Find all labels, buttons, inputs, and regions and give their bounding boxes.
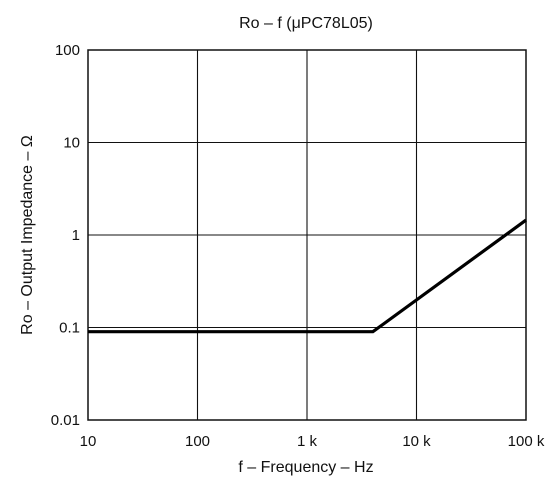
x-tick-label: 1 k [297,433,318,450]
x-axis-label: f – Frequency – Hz [238,459,373,476]
x-tick-label: 10 k [402,433,431,450]
x-tick-label: 10 [80,433,97,450]
series-group [88,218,527,334]
y-tick-label: 100 [55,42,80,59]
chart-title: Ro – f (μPC78L05) [239,15,373,32]
y-tick-label: 10 [63,135,80,152]
x-tick-label: 100 [185,433,210,450]
series-line [88,218,527,334]
x-tick-labels: 10 100 1 k 10 k 100 k [80,433,545,450]
y-tick-labels: 0.01 0.1 1 10 100 [51,42,80,429]
y-tick-label: 1 [72,227,80,244]
y-tick-label: 0.01 [51,412,80,429]
grid [88,50,526,420]
x-tick-label: 100 k [508,433,545,450]
y-tick-label: 0.1 [59,320,80,337]
y-axis-label: Ro – Output Impedance – Ω [19,135,36,335]
